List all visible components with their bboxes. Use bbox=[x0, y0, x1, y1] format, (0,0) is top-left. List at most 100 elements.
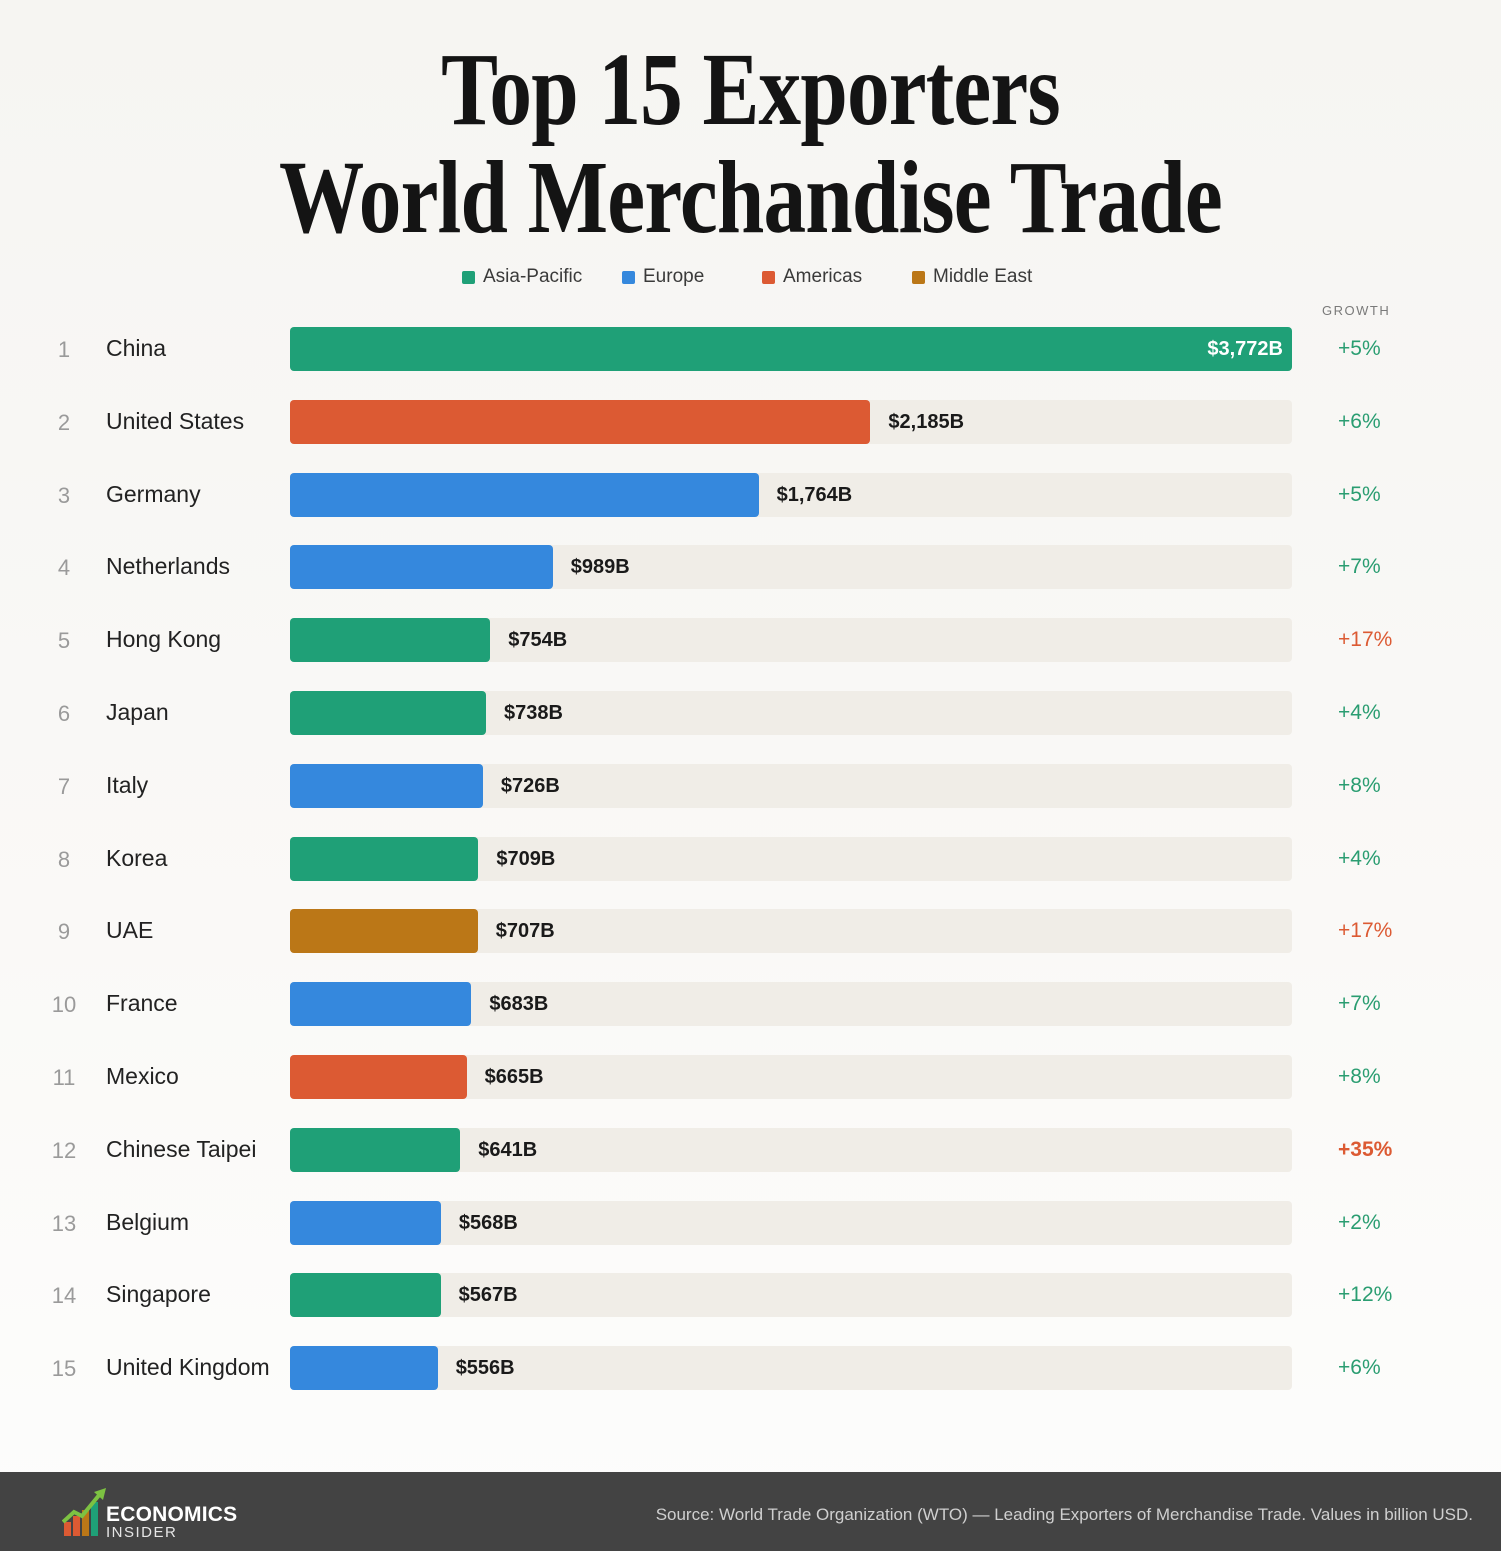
country-label: UAE bbox=[106, 917, 154, 944]
rank-label: 12 bbox=[51, 1137, 77, 1163]
bar-value-label: $568B bbox=[458, 1211, 518, 1234]
rank-label: 4 bbox=[57, 555, 71, 581]
growth-column-header: GROWTH bbox=[1322, 303, 1391, 318]
country-label: Mexico bbox=[106, 1063, 179, 1089]
country-label: Singapore bbox=[106, 1281, 211, 1308]
bar bbox=[290, 909, 478, 954]
bar-value-label: $3,772B bbox=[1207, 338, 1283, 360]
table-row: 15 United Kingdom $556B +6% bbox=[0, 1346, 1501, 1391]
bar bbox=[290, 982, 472, 1027]
table-row: 11 Mexico $665B +8% bbox=[0, 1055, 1501, 1099]
legend-swatch bbox=[622, 270, 635, 284]
bar bbox=[290, 1127, 461, 1172]
rank-label: 10 bbox=[51, 992, 77, 1018]
growth-value: +4% bbox=[1338, 846, 1381, 870]
bar-value-label: $2,185B bbox=[888, 410, 965, 433]
bar bbox=[290, 1200, 441, 1245]
table-row: 2 United States $2,185B +6% bbox=[0, 399, 1501, 444]
table-row: 3 Germany $1,764B +5% bbox=[0, 472, 1501, 517]
growth-value: +7% bbox=[1338, 555, 1381, 579]
table-row: 9 UAE $707B +17% bbox=[0, 909, 1501, 954]
legend-label: Middle East bbox=[933, 266, 1033, 287]
growth-value: +2% bbox=[1338, 1210, 1381, 1234]
bar-value-label: $567B bbox=[458, 1284, 518, 1307]
bar-value-label: $683B bbox=[489, 993, 549, 1016]
legend-item-asia-pacific: Asia-Pacific bbox=[462, 266, 582, 288]
table-row: 5 Hong Kong $754B +17% bbox=[0, 618, 1501, 663]
legend-swatch bbox=[762, 270, 775, 284]
bar-value-label: $989B bbox=[570, 556, 630, 579]
country-label: Italy bbox=[106, 771, 149, 798]
rank-label: 5 bbox=[57, 628, 71, 654]
bar-value-label: $641B bbox=[478, 1138, 538, 1161]
legend-item-europe: Europe bbox=[622, 266, 704, 288]
rank-label: 2 bbox=[57, 409, 71, 435]
bar-value-label: $754B bbox=[508, 629, 568, 652]
bar bbox=[290, 618, 491, 663]
table-row: 13 Belgium $568B +2% bbox=[0, 1200, 1501, 1245]
country-label: France bbox=[106, 990, 178, 1017]
growth-value: +6% bbox=[1338, 409, 1381, 433]
bar-value-label: $556B bbox=[455, 1357, 515, 1380]
country-label: Germany bbox=[106, 480, 201, 507]
bar bbox=[290, 399, 871, 444]
country-label: China bbox=[106, 335, 167, 361]
table-row: 1 China $3,772B +5% bbox=[0, 327, 1501, 371]
rank-label: 7 bbox=[57, 773, 71, 799]
country-label: Chinese Taipei bbox=[106, 1135, 257, 1162]
table-row: 14 Singapore $567B +12% bbox=[0, 1273, 1501, 1318]
bar bbox=[290, 691, 487, 735]
bar bbox=[290, 545, 553, 590]
table-row: 4 Netherlands $989B +7% bbox=[0, 545, 1501, 590]
table-row: 8 Korea $709B +4% bbox=[0, 836, 1501, 881]
rank-label: 1 bbox=[57, 337, 71, 362]
bar bbox=[290, 472, 759, 517]
country-label: Netherlands bbox=[106, 553, 231, 580]
bar bbox=[290, 327, 1292, 371]
legend-item-americas: Americas bbox=[762, 266, 862, 288]
growth-value: +4% bbox=[1338, 701, 1381, 724]
brand-subname: INSIDER bbox=[106, 1524, 178, 1541]
rank-label: 11 bbox=[52, 1065, 76, 1090]
growth-value: +17% bbox=[1338, 919, 1393, 943]
growth-value: +5% bbox=[1338, 337, 1381, 360]
legend-label: Americas bbox=[783, 266, 863, 287]
footer: ECONOMICS INSIDER Source: World Trade Or… bbox=[0, 1472, 1501, 1551]
bar bbox=[290, 1273, 441, 1318]
growth-value: +8% bbox=[1338, 1065, 1381, 1088]
economics-insider-logo-icon bbox=[62, 1488, 106, 1536]
table-row: 12 Chinese Taipei $641B +35% bbox=[0, 1127, 1501, 1172]
bar-track bbox=[290, 1346, 1292, 1391]
bar-value-label: $726B bbox=[500, 774, 560, 797]
table-row: 10 France $683B +7% bbox=[0, 982, 1501, 1027]
legend: Asia-Pacific Europe Americas Middle East bbox=[0, 266, 1501, 292]
bar-value-label: $665B bbox=[484, 1066, 544, 1088]
bar-value-label: $1,764B bbox=[776, 483, 853, 506]
bar-value-label: $738B bbox=[504, 702, 563, 724]
country-label: United Kingdom bbox=[106, 1354, 270, 1381]
growth-value: +6% bbox=[1338, 1356, 1381, 1380]
rank-label: 15 bbox=[51, 1356, 77, 1382]
table-row: 6 Japan $738B +4% bbox=[0, 691, 1501, 735]
rank-label: 3 bbox=[57, 482, 71, 508]
source-note: Source: World Trade Organization (WTO) —… bbox=[655, 1505, 1473, 1524]
rank-label: 6 bbox=[57, 701, 71, 726]
bar-value-label: $709B bbox=[496, 847, 556, 870]
brand-name: ECONOMICS bbox=[106, 1503, 238, 1526]
chart-title-line1: Top 15 Exporters bbox=[441, 32, 1060, 147]
chart-title-line2: World Merchandise Trade bbox=[279, 140, 1223, 255]
rank-label: 9 bbox=[57, 919, 71, 945]
growth-value: +7% bbox=[1338, 992, 1381, 1016]
rank-label: 13 bbox=[51, 1210, 77, 1236]
country-label: Japan bbox=[106, 699, 169, 725]
country-label: Hong Kong bbox=[106, 626, 222, 653]
legend-swatch bbox=[462, 270, 475, 284]
bar bbox=[290, 1346, 438, 1391]
bar-track bbox=[290, 1273, 1292, 1318]
growth-value: +17% bbox=[1338, 628, 1393, 652]
bar-track bbox=[290, 1200, 1292, 1245]
legend-label: Europe bbox=[643, 266, 705, 287]
table-row: 7 Italy $726B +8% bbox=[0, 763, 1501, 808]
growth-value: +8% bbox=[1338, 773, 1381, 797]
bar-value-label: $707B bbox=[495, 920, 555, 943]
